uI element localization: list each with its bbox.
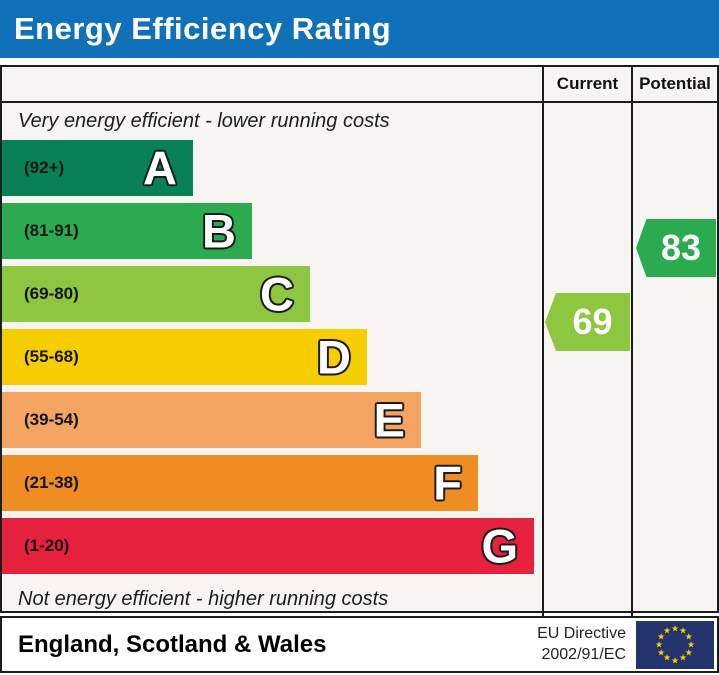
eu-directive-line2: 2002/91/EC — [541, 645, 626, 663]
band-g: (1-20) G — [2, 518, 534, 574]
band-c-letter: C — [260, 267, 294, 321]
potential-column: 83 — [631, 103, 717, 617]
band-a-letter: A — [143, 141, 177, 195]
eu-flag-star-icon: ★ — [670, 623, 680, 633]
band-e-range: (39-54) — [24, 410, 79, 429]
band-d-range: (55-68) — [24, 347, 79, 366]
eu-directive-line1: EU Directive — [537, 624, 626, 642]
eu-flag-star-icon: ★ — [662, 625, 672, 636]
band-c-range: (69-80) — [24, 284, 79, 303]
eu-flag-star-icon: ★ — [654, 639, 664, 649]
current-rating-value: 69 — [572, 301, 613, 342]
band-e-letter: E — [373, 393, 405, 447]
band-g-range: (1-20) — [24, 536, 70, 555]
energy-rating-chart: Current Potential Very energy efficient … — [0, 65, 719, 617]
band-a-range: (92+) — [24, 158, 65, 177]
band-g-letter: G — [481, 519, 518, 573]
band-c: (69-80) C — [2, 266, 310, 322]
current-rating-pointer: 69 — [545, 293, 630, 351]
top-note: Very energy efficient - lower running co… — [18, 110, 390, 132]
region-label: England, Scotland & Wales — [18, 630, 327, 658]
band-d: (55-68) D — [2, 329, 367, 385]
band-e: (39-54) E — [2, 392, 421, 448]
band-d-letter: D — [317, 330, 351, 384]
band-b: (81-91) B — [2, 203, 252, 259]
eu-flag-star-icon: ★ — [662, 652, 672, 663]
potential-rating-pointer: 83 — [636, 219, 716, 277]
bands-column: Very energy efficient - lower running co… — [2, 103, 542, 617]
eu-flag-star-icon: ★ — [686, 639, 696, 649]
column-header-current: Current — [542, 67, 631, 103]
band-b-range: (81-91) — [24, 221, 79, 240]
band-f-letter: F — [433, 456, 462, 510]
band-a: (92+) A — [2, 140, 193, 196]
eu-flag-star-icon: ★ — [678, 652, 688, 663]
band-b-letter: B — [202, 204, 236, 258]
footer: England, Scotland & Wales EU Directive 2… — [0, 616, 719, 673]
eu-flag-star-icon: ★ — [657, 647, 666, 657]
eu-directive-label: EU Directive 2002/91/EC — [537, 624, 626, 666]
page-title: Energy Efficiency Rating — [14, 11, 392, 46]
eu-flag-icon: ★ ★ ★ ★ ★ ★ ★ ★ ★ ★ ★ ★ — [636, 620, 714, 669]
eu-flag-star-icon: ★ — [657, 631, 666, 641]
eu-flag-star-icon: ★ — [678, 625, 688, 636]
potential-rating-value: 83 — [660, 227, 702, 268]
current-column: 69 — [542, 103, 631, 617]
eu-flag-star-icon: ★ — [684, 631, 693, 641]
band-f: (21-38) F — [2, 455, 478, 511]
title-bar: Energy Efficiency Rating — [0, 0, 719, 58]
eu-flag-star-icon: ★ — [684, 647, 693, 657]
eu-flag-star-icon: ★ — [670, 655, 680, 665]
bottom-note: Not energy efficient - higher running co… — [18, 587, 389, 610]
column-header-potential: Potential — [631, 67, 717, 103]
header-spacer — [2, 67, 542, 103]
band-f-range: (21-38) — [24, 473, 79, 492]
